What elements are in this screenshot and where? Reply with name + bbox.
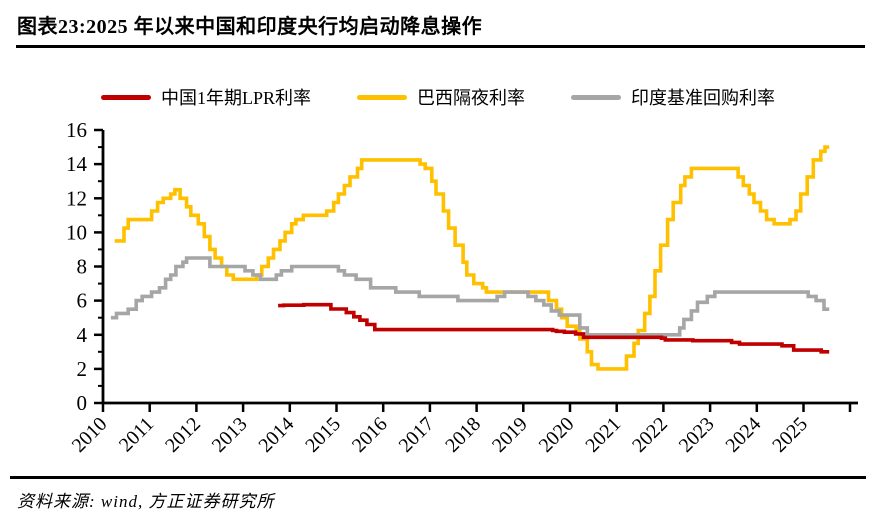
y-tick-label: 4 xyxy=(77,323,88,347)
y-tick-label: 6 xyxy=(77,289,88,313)
x-tick-label: 2013 xyxy=(208,413,252,457)
y-tick-label: 16 xyxy=(66,118,87,142)
x-tick-label: 2023 xyxy=(675,413,719,457)
page-title: 图表23:2025 年以来中国和印度央行均启动降息操作 xyxy=(17,16,483,38)
x-tick-label: 2014 xyxy=(254,413,298,457)
x-tick-label: 2024 xyxy=(721,413,765,457)
x-tick-label: 2020 xyxy=(535,413,579,457)
y-tick-label: 0 xyxy=(77,391,88,415)
title-divider xyxy=(16,45,865,48)
x-tick-label: 2021 xyxy=(581,413,625,457)
x-tick-label: 2018 xyxy=(441,413,485,457)
chart-legend: 中国1年期LPR利率 巴西隔夜利率 印度基准回购利率 xyxy=(0,84,876,110)
legend-item-india-repo: 印度基准回购利率 xyxy=(571,84,775,110)
x-tick-label: 2017 xyxy=(395,413,439,457)
x-tick-label: 2012 xyxy=(161,413,205,457)
x-tick-label: 2011 xyxy=(115,413,158,456)
legend-label-india-repo: 印度基准回购利率 xyxy=(631,88,775,108)
series-line-2 xyxy=(110,256,830,337)
legend-label-brazil-selic: 巴西隔夜利率 xyxy=(417,88,525,108)
y-tick-label: 2 xyxy=(77,357,88,381)
x-tick-label: 2022 xyxy=(628,413,672,457)
series-line-1 xyxy=(114,145,830,371)
x-tick-label: 2016 xyxy=(348,413,392,457)
footer-divider xyxy=(10,476,866,479)
source-note: 资料来源: wind, 方正证券研究所 xyxy=(17,492,275,511)
legend-item-brazil-selic: 巴西隔夜利率 xyxy=(357,84,525,110)
y-tick-label: 10 xyxy=(66,220,87,244)
y-tick-label: 12 xyxy=(66,186,87,210)
india-repo-line-swatch xyxy=(571,94,621,100)
legend-item-china-lpr: 中国1年期LPR利率 xyxy=(100,84,311,110)
x-tick-label: 2015 xyxy=(301,413,345,457)
china-lpr-line-swatch xyxy=(100,94,151,100)
x-tick-label: 2010 xyxy=(68,413,112,457)
legend-label-china-lpr: 中国1年期LPR利率 xyxy=(160,88,311,108)
y-tick-label: 14 xyxy=(66,152,88,176)
y-tick-label: 8 xyxy=(77,255,88,279)
x-tick-label: 2025 xyxy=(768,413,812,457)
x-tick-label: 2019 xyxy=(488,413,532,457)
series-line-3 xyxy=(278,302,830,354)
brazil-selic-line-swatch xyxy=(357,94,407,100)
